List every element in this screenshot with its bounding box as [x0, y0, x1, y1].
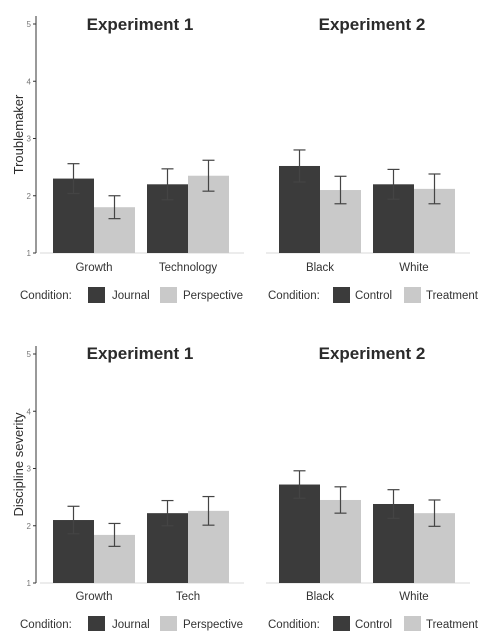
y-tick-label: 4 — [27, 407, 32, 416]
legend-label: Control — [355, 290, 392, 302]
category-label: Black — [306, 591, 334, 603]
legend-title: Condition: — [268, 619, 320, 631]
legend: Condition: Control Treatment — [268, 287, 479, 303]
legend-label: Perspective — [183, 290, 243, 302]
panel-title: Experiment 2 — [319, 344, 426, 363]
y-tick-label: 5 — [27, 350, 32, 359]
legend-label: Control — [355, 619, 392, 631]
legend-swatch — [404, 287, 421, 303]
y-tick-label: 4 — [27, 77, 32, 86]
y-tick-label: 5 — [27, 20, 32, 29]
panel-2: Experiment 2 Black White Condition: Control T… — [266, 15, 479, 303]
legend: Condition: Journal Perspective — [20, 616, 243, 632]
category-label: White — [399, 262, 428, 274]
y-tick-label: 2 — [27, 522, 32, 531]
legend-label: Journal — [112, 290, 150, 302]
panel-1: Experiment 1 Growth Technology Condition: Jo… — [20, 15, 244, 303]
legend-title: Condition: — [268, 290, 320, 302]
y-tick-label: 2 — [27, 192, 32, 201]
legend-swatch — [160, 287, 177, 303]
chart-2: 1 2 3 4 5 Discipline severity Experiment 1 Grow… — [11, 344, 479, 632]
y-tick-label: 1 — [27, 249, 32, 258]
legend: Condition: Journal Perspective — [20, 287, 243, 303]
legend-swatch — [88, 287, 105, 303]
y-tick-label: 3 — [27, 465, 32, 474]
legend-label: Treatment — [426, 290, 479, 302]
legend-title: Condition: — [20, 290, 72, 302]
legend: Condition: Control Treatment — [268, 616, 479, 632]
bar — [279, 484, 320, 583]
panel-title: Experiment 1 — [87, 344, 194, 363]
panel-title: Experiment 1 — [87, 15, 194, 34]
legend-swatch — [88, 616, 105, 632]
legend-swatch — [160, 616, 177, 632]
y-axis-label: Troublemaker — [11, 94, 26, 174]
y-axis-label: Discipline severity — [11, 412, 26, 517]
category-label: Tech — [176, 591, 200, 603]
panel-1: Experiment 1 Growth Tech Condition: Journal P… — [20, 344, 244, 632]
legend-label: Treatment — [426, 619, 479, 631]
legend-swatch — [333, 287, 350, 303]
category-label: White — [399, 591, 428, 603]
category-label: Growth — [75, 262, 112, 274]
legend-swatch — [333, 616, 350, 632]
category-label: Technology — [159, 262, 217, 274]
legend-swatch — [404, 616, 421, 632]
category-label: Growth — [75, 591, 112, 603]
legend-label: Journal — [112, 619, 150, 631]
y-tick-label: 1 — [27, 579, 32, 588]
legend-title: Condition: — [20, 619, 72, 631]
y-tick-label: 3 — [27, 135, 32, 144]
panel-title: Experiment 2 — [319, 15, 426, 34]
chart-1: 1 2 3 4 5 Troublemaker Experiment 1 Growth Techn… — [11, 15, 479, 303]
panel-2: Experiment 2 Black White Condition: Control T… — [266, 344, 479, 632]
category-label: Black — [306, 262, 334, 274]
legend-label: Perspective — [183, 619, 243, 631]
bar — [320, 499, 361, 583]
